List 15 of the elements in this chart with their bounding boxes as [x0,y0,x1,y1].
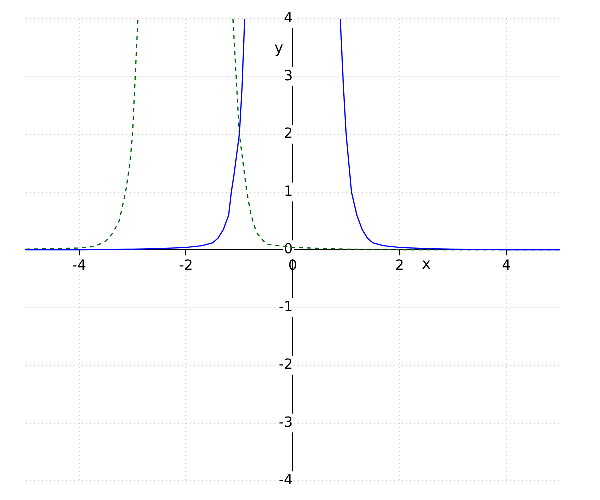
y-tick-label: 0 [284,242,293,258]
y-tick-label: 3 [284,68,293,84]
y-tick-label: -2 [279,357,293,374]
y-tick-label: 1 [284,184,293,200]
y-tick-label: 2 [284,126,293,142]
x-axis-title: x [422,254,432,273]
y-tick-label: 4 [284,10,294,27]
y-axis-title: y [274,38,284,57]
y-tick-label: -4 [279,472,294,489]
y-tick-label: -3 [279,414,293,431]
x-tick-label: 4 [502,258,512,274]
x-tick-label: -4 [72,258,86,274]
x-tick-label: -2 [179,258,194,274]
x-tick-label: 2 [395,258,404,274]
y-tick-label: -1 [279,299,293,316]
